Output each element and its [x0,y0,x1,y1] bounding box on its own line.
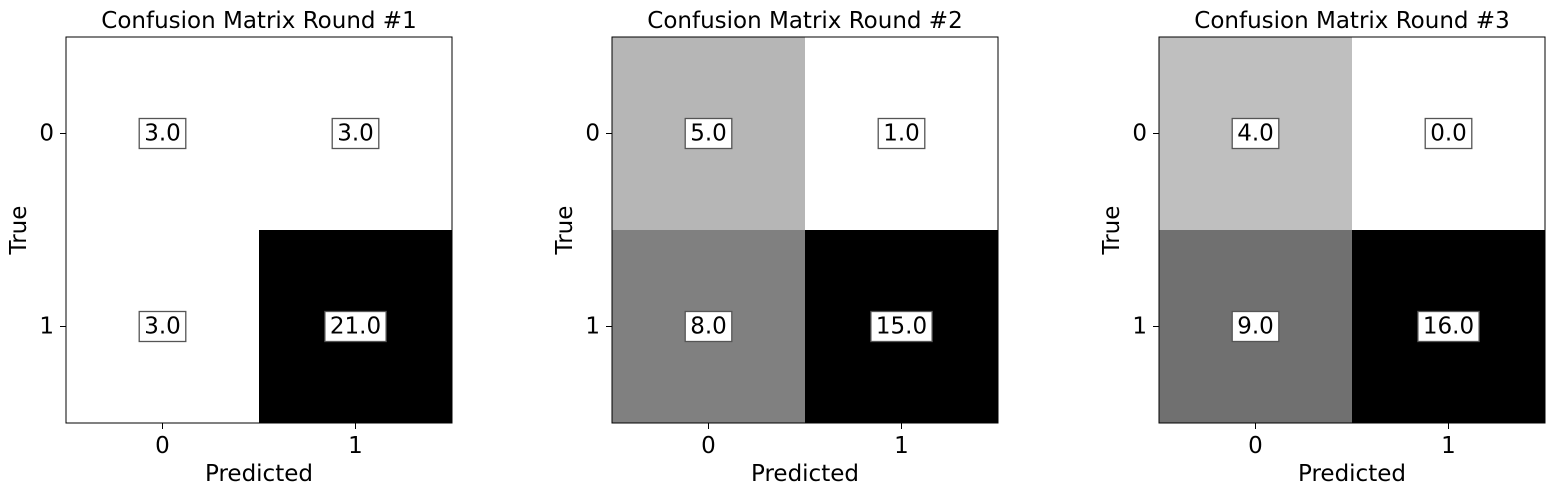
cell-value-label: 3.0 [144,121,181,147]
y-tick-label: 1 [39,314,54,340]
cell-value-box [138,117,187,150]
cell-value-box [331,117,380,150]
confusion-matrix-panel-1: 3.0 3.0 3.0 21.0 0 1 0 1 Confusion Matrix Round … [6,8,453,487]
cell-value-label: 3.0 [144,314,181,340]
cell-value-box [877,117,926,150]
cell-value-box [138,310,187,343]
y-tick-label: 1 [1132,314,1147,340]
x-axis-label: Predicted [205,461,313,487]
cell-value-box [1424,117,1473,150]
cell-value-label: 1.0 [883,121,920,147]
x-axis-label: Predicted [751,461,859,487]
chart-title: Confusion Matrix Round #1 [101,8,416,34]
chart-title: Confusion Matrix Round #3 [1194,8,1509,34]
x-tick-label: 1 [1441,433,1456,459]
confusion-matrix-panel-3: 4.0 0.0 9.0 16.0 0 1 0 1 Confusion Matrix Round … [1099,8,1546,487]
x-tick-label: 0 [155,433,170,459]
cell-value-box [870,310,933,343]
cell-value-box [324,310,387,343]
y-axis-label: True [1099,206,1125,256]
y-tick-label: 1 [585,314,600,340]
y-tick-label: 0 [585,121,600,147]
cell-value-label: 0.0 [1430,121,1467,147]
cell-value-label: 16.0 [1423,314,1474,340]
cell-value-label: 4.0 [1237,121,1274,147]
plot-frame [65,36,453,424]
x-axis-label: Predicted [1298,461,1406,487]
chart-title: Confusion Matrix Round #2 [647,8,962,34]
x-tick-label: 0 [701,433,716,459]
cell-value-label: 3.0 [337,121,374,147]
cell-value-label: 21.0 [330,314,381,340]
plot-frame [611,36,999,424]
x-tick-label: 1 [894,433,909,459]
cell-value-label: 8.0 [690,314,727,340]
cell-value-box [1231,310,1280,343]
plot-frame [1158,36,1546,424]
cell-value-box [1417,310,1480,343]
cell-value-label: 9.0 [1237,314,1274,340]
cell-value-box [684,310,733,343]
y-tick-label: 0 [1132,121,1147,147]
cell-value-box [684,117,733,150]
confusion-matrix-panel-2: 5.0 1.0 8.0 15.0 0 1 0 1 Confusion Matrix Round … [552,8,999,487]
cell-value-label: 15.0 [876,314,927,340]
x-tick-label: 0 [1248,433,1263,459]
y-axis-label: True [552,206,578,256]
x-tick-label: 1 [348,433,363,459]
y-axis-label: True [6,206,32,256]
cell-value-label: 5.0 [690,121,727,147]
y-tick-label: 0 [39,121,54,147]
cell-value-box [1231,117,1280,150]
